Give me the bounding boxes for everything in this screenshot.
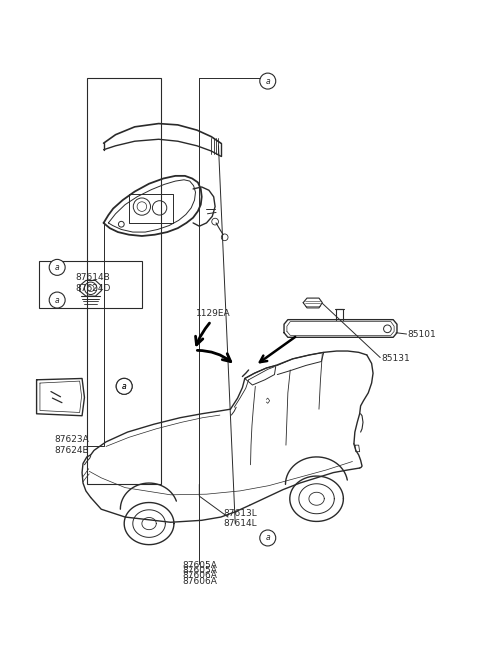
Text: 87613L
87614L: 87613L 87614L (223, 509, 257, 528)
Circle shape (116, 379, 132, 394)
Text: 87614B
87624D: 87614B 87624D (75, 273, 110, 293)
Circle shape (260, 73, 276, 89)
Text: a: a (122, 382, 127, 391)
Text: a: a (55, 263, 60, 272)
Text: a: a (122, 382, 127, 391)
Text: a: a (55, 295, 60, 305)
Text: a: a (265, 533, 270, 542)
Text: 87605A
87606A: 87605A 87606A (182, 561, 217, 580)
Circle shape (116, 379, 132, 394)
Text: 85131: 85131 (382, 354, 410, 364)
Text: a: a (265, 77, 270, 86)
Circle shape (260, 530, 276, 546)
Circle shape (49, 292, 65, 308)
Text: 87605A
87606A: 87605A 87606A (182, 566, 217, 586)
Text: 87623A
87624B: 87623A 87624B (54, 436, 89, 455)
Circle shape (49, 259, 65, 275)
Bar (87, 78, 161, 484)
Text: 85101: 85101 (408, 329, 436, 339)
Bar (39, 261, 142, 308)
Text: 1129EA: 1129EA (196, 309, 231, 318)
